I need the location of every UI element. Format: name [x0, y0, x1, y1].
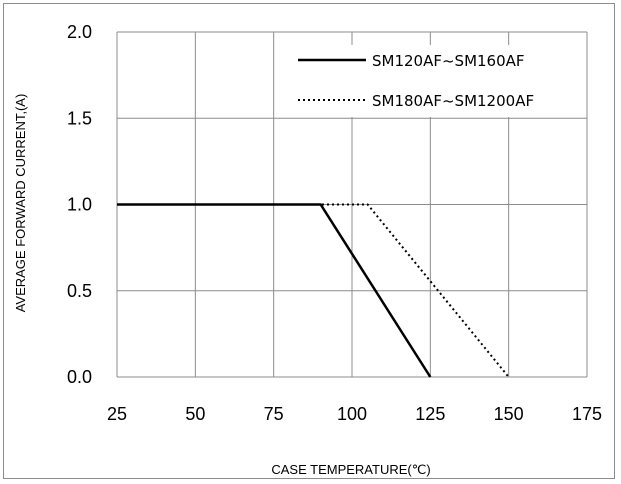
x-tick-label: 175	[572, 404, 602, 424]
y-tick-labels: 0.0 0.5 1.0 1.5 2.0	[67, 22, 92, 387]
y-tick-label: 1.5	[67, 108, 92, 128]
x-tick-label: 75	[264, 404, 284, 424]
y-tick-label: 1.0	[67, 195, 92, 215]
y-axis-title: AVERAGE FORWARD CURRENT,(A)	[13, 94, 28, 313]
series-line-2	[117, 203, 510, 378]
series-lines	[117, 203, 510, 378]
x-axis-title: CASE TEMPERATURE(℃)	[271, 462, 430, 477]
legend-label-series-1: SM120AF~SM160AF	[372, 52, 525, 70]
y-tick-label: 0.5	[67, 281, 92, 301]
y-tick-label: 0.0	[67, 367, 92, 387]
x-tick-label: 150	[494, 404, 524, 424]
x-tick-label: 25	[107, 404, 127, 424]
legend-background	[292, 45, 582, 117]
legend-label-series-2: SM180AF~SM1200AF	[372, 92, 534, 110]
legend: SM120AF~SM160AF SM180AF~SM1200AF	[292, 45, 582, 117]
x-tick-label: 100	[337, 404, 367, 424]
x-tick-label: 50	[185, 404, 205, 424]
series-line-1	[117, 203, 432, 378]
y-tick-label: 2.0	[67, 22, 92, 42]
x-tick-label: 125	[415, 404, 445, 424]
x-tick-labels: 25 50 75 100 125 150 175	[107, 404, 602, 424]
